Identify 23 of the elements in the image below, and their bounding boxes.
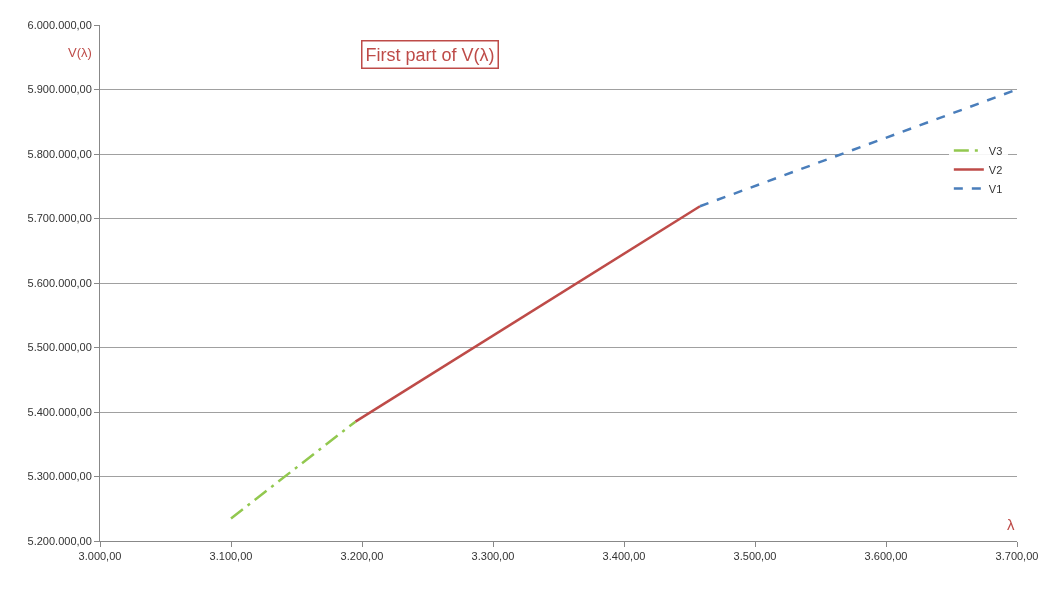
text: First part of V(λ) bbox=[365, 44, 495, 65]
x-tick-label: 3.200,00 bbox=[340, 550, 384, 563]
y-tick-label: 5.600.000,00 bbox=[27, 276, 92, 289]
legend-label: V3 bbox=[988, 144, 1003, 157]
x-tick-label: 3.300,00 bbox=[471, 550, 515, 563]
x-tick-label: 3.100,00 bbox=[209, 550, 253, 563]
y-axis-title: V(λ) bbox=[68, 45, 92, 60]
y-tick-label: 6.000.000,00 bbox=[27, 18, 92, 31]
y-tick-label: 5.500.000,00 bbox=[27, 341, 92, 354]
x-tick-label: 3.600,00 bbox=[864, 550, 908, 563]
legend-label: V2 bbox=[988, 163, 1003, 176]
y-tick-label: 5.700.000,00 bbox=[27, 212, 92, 225]
x-tick-label: 3.000,00 bbox=[78, 550, 122, 563]
x-tick-label: 3.400,00 bbox=[602, 550, 646, 563]
y-tick-label: 5.300.000,00 bbox=[27, 470, 92, 483]
y-tick-label: 5.900.000,00 bbox=[27, 83, 92, 96]
y-tick-label: 5.400.000,00 bbox=[27, 405, 92, 418]
y-tick-label: 5.200.000,00 bbox=[27, 534, 92, 547]
y-tick-label: 5.800.000,00 bbox=[27, 147, 92, 160]
legend-label: V1 bbox=[988, 182, 1003, 195]
x-axis-title: λ bbox=[1007, 516, 1015, 533]
x-tick-label: 3.500,00 bbox=[733, 550, 777, 563]
x-tick-label: 3.700,00 bbox=[995, 550, 1039, 563]
